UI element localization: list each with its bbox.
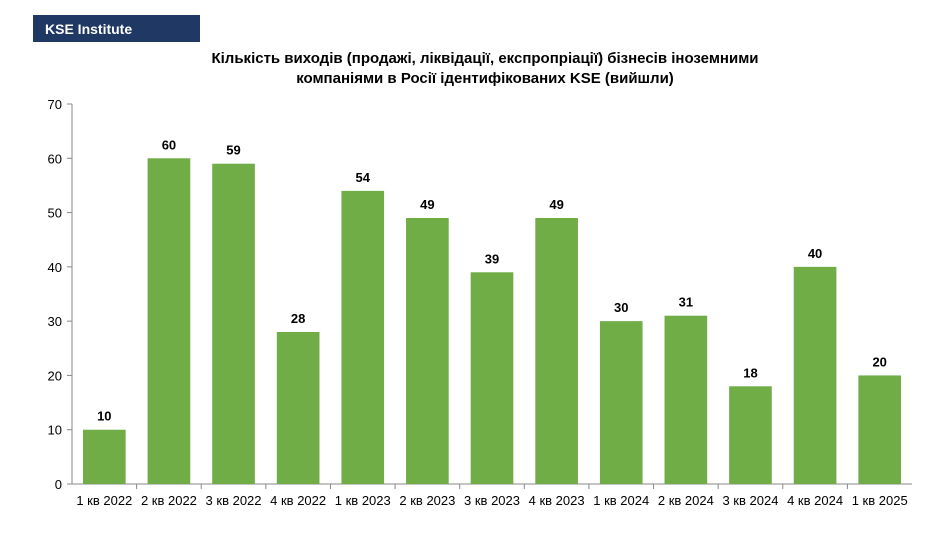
x-tick-label: 1 кв 2022 <box>76 493 132 508</box>
data-label: 49 <box>549 197 563 212</box>
y-tick-label: 70 <box>48 97 62 112</box>
data-label: 20 <box>872 354 886 369</box>
chart-title-line-2: компаніями в Росії ідентифікованих KSE (… <box>296 70 674 87</box>
y-tick-label: 20 <box>48 368 62 383</box>
x-tick-label: 3 кв 2023 <box>464 493 520 508</box>
x-tick-label: 1 кв 2025 <box>852 493 908 508</box>
data-label: 39 <box>485 251 499 266</box>
data-label: 59 <box>226 143 240 158</box>
y-tick-label: 50 <box>48 206 62 221</box>
data-label: 49 <box>420 197 434 212</box>
bar <box>535 218 578 484</box>
y-tick-label: 10 <box>48 423 62 438</box>
data-label: 18 <box>743 365 757 380</box>
data-label: 40 <box>808 246 822 261</box>
data-labels: 10 60 59 28 54 49 39 49 30 31 18 40 20 <box>97 137 887 423</box>
bar <box>793 266 837 484</box>
chart-title: Кількість виходів (продажі, ліквідації, … <box>120 49 850 89</box>
bar <box>276 332 320 484</box>
x-tick-label: 3 кв 2022 <box>206 493 262 508</box>
bars <box>82 158 902 485</box>
y-axis: 0 10 20 30 40 50 60 70 <box>48 97 73 492</box>
bar <box>664 315 708 484</box>
x-tick-label: 4 кв 2022 <box>270 493 326 508</box>
x-tick-label: 2 кв 2024 <box>658 493 714 508</box>
x-tick-label: 1 кв 2024 <box>593 493 649 508</box>
bar <box>406 218 449 484</box>
x-tick-label: 4 кв 2023 <box>529 493 585 508</box>
x-tick-label: 2 кв 2022 <box>141 493 197 508</box>
bar <box>599 321 643 484</box>
bar <box>470 272 514 484</box>
data-label: 30 <box>614 300 628 315</box>
bar <box>147 158 191 485</box>
x-tick-label: 4 кв 2024 <box>787 493 843 508</box>
bar <box>858 375 902 484</box>
bar <box>82 429 126 484</box>
data-label: 31 <box>679 295 693 310</box>
y-tick-label: 60 <box>48 151 62 166</box>
data-label: 54 <box>356 170 371 185</box>
y-tick-label: 40 <box>48 260 62 275</box>
bar <box>212 163 255 484</box>
bar <box>341 190 385 484</box>
chart-title-line-1: Кількість виходів (продажі, ліквідації, … <box>211 50 759 67</box>
kse-institute-badge: KSE Institute <box>33 15 200 42</box>
y-tick-label: 30 <box>48 314 62 329</box>
x-tick-label: 1 кв 2023 <box>335 493 391 508</box>
bar <box>729 386 772 484</box>
data-label: 28 <box>291 311 305 326</box>
x-tick-label: 2 кв 2023 <box>399 493 455 508</box>
data-label: 60 <box>162 137 176 152</box>
x-axis: 1 кв 2022 2 кв 2022 3 кв 2022 4 кв 2022 1 кв… <box>72 483 912 508</box>
badge-label: KSE Institute <box>45 20 133 37</box>
x-tick-label: 3 кв 2024 <box>722 493 778 508</box>
y-tick-label: 0 <box>55 477 62 492</box>
data-label: 10 <box>97 409 111 424</box>
